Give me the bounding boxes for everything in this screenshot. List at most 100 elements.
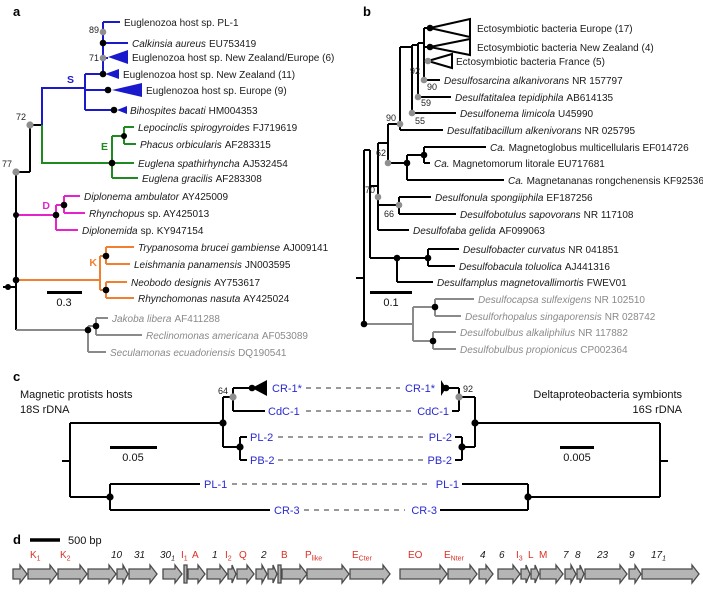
- gene-label: K2: [60, 550, 71, 563]
- taxon-label: Diplonema ambulator AY425009: [84, 192, 228, 203]
- clade-triangle-ecto-france: [424, 52, 453, 70]
- gene-arrow: [399, 563, 448, 585]
- bootstrap-value: 71: [89, 53, 99, 63]
- symbiont-taxon-label: PL-1: [436, 479, 459, 491]
- gene-arrow: [12, 563, 28, 585]
- bootstrap-value: 89: [89, 25, 99, 35]
- taxon-label: Ectosymbiotic bacteria New Zealand (4): [477, 43, 654, 54]
- taxon-label: Desulfobacula toluolica AJ441316: [459, 262, 610, 273]
- clade-e-branches: [41, 125, 138, 179]
- host-symbiont-links: [232, 387, 429, 511]
- host-taxon-label: CdC-1: [268, 406, 300, 418]
- gene-arrow: [349, 563, 391, 585]
- bootstrap-value: 92: [463, 384, 473, 394]
- taxon-label: Desulfofaba gelida AF099063: [413, 226, 545, 237]
- clade-letter-s: S: [67, 74, 74, 86]
- taxon-label: Lepocinclis spirogyroides FJ719619: [138, 123, 298, 134]
- gene-arrow: [206, 563, 228, 585]
- gene-arrow: [57, 563, 88, 585]
- clade-triangle-nz-europe: [108, 50, 128, 64]
- symbiont-taxon-label: CdC-1: [417, 406, 449, 418]
- clade-k-branches: [16, 246, 134, 299]
- bootstrap-value: 72: [16, 112, 26, 122]
- taxon-label: Ectosymbiotic bacteria Europe (17): [477, 24, 633, 35]
- gene-label: 7: [563, 550, 569, 561]
- clade-letter-k: K: [89, 257, 97, 269]
- gene-arrow: [27, 563, 58, 585]
- taxon-labels-a: Euglenozoa host sp. PL-1 Calkinsia aureu…: [82, 18, 334, 359]
- gene-arrow: [183, 564, 188, 584]
- taxon-label: Ca. Magnetomorum litorale EU717681: [434, 159, 605, 170]
- taxon-label: Jakoba libera AF411288: [111, 314, 220, 325]
- bootstrap-value: 92: [410, 66, 420, 76]
- scale-label-b: 0.1: [383, 297, 398, 309]
- bootstrap-value: 70: [365, 185, 375, 195]
- taxon-label: Ectosymbiotic bacteria France (5): [456, 57, 605, 68]
- gene-label: B: [281, 550, 288, 561]
- gene-label: 8: [575, 550, 581, 561]
- gene-arrow: [576, 564, 585, 584]
- host-cr1-triangle: [252, 380, 267, 396]
- scale-label-c-left: 0.05: [122, 452, 143, 464]
- taxon-label: Desulfamplus magnetovallimortis FWEV01: [437, 278, 627, 289]
- taxon-label: Trypanosoma brucei gambiense AJ009141: [138, 243, 329, 254]
- gene-arrow: [520, 564, 531, 584]
- panel-c: c Magnetic protists hosts 18S rDNA Delta…: [13, 369, 683, 517]
- taxon-label: Desulfatitalea tepidiphila AB614135: [455, 93, 614, 104]
- gene-label: 4: [480, 550, 486, 561]
- node-dots-a: [5, 28, 127, 334]
- clade-triangle-ecto-europe: [429, 17, 471, 39]
- gene-arrow: [281, 563, 308, 585]
- gene-label: A: [192, 550, 199, 561]
- gene-label: Q: [239, 550, 247, 561]
- panel-b-outgroup-branches: [364, 298, 474, 350]
- taxon-label: Desulfonula spongiiphila EF187256: [435, 193, 593, 204]
- taxon-label: Desulfosarcina alkanivorans NR 157797: [444, 76, 623, 87]
- panel-b: b 92 90 59 55 90 62 70 66 Ectosymbioti: [356, 4, 703, 356]
- taxon-label: Euglenozoa host sp. New Zealand/Europe (…: [132, 53, 334, 64]
- gene-arrow: [236, 563, 255, 585]
- taxon-label: Neobodo designis AY753617: [131, 278, 260, 289]
- host-taxon-label: CR-1*: [272, 383, 303, 395]
- clade-letter-e: E: [101, 141, 108, 153]
- bootstrap-value: 77: [2, 159, 12, 169]
- host-taxon-label: CR-3: [274, 505, 300, 517]
- bootstrap-value: 62: [376, 148, 386, 158]
- gene-label: 23: [596, 550, 609, 561]
- taxon-label: Desulforhopalus singaporensis NR 028742: [465, 312, 656, 323]
- taxon-labels-b: Ectosymbiotic bacteria Europe (17) Ectos…: [413, 24, 703, 356]
- taxon-label: Ca. Magnetananas rongchenensis KF925363: [508, 176, 703, 187]
- host-taxon-label: PB-2: [250, 455, 274, 467]
- taxon-label: Bihospites bacati HM004353: [130, 106, 258, 117]
- gene-label: EO: [408, 550, 423, 561]
- gene-arrow: [116, 562, 129, 586]
- panel-c-letter: c: [13, 369, 20, 384]
- gene-arrow: [530, 564, 540, 584]
- panel-a-letter: a: [13, 4, 21, 19]
- taxon-label: Euglena gracilis AF283308: [142, 174, 262, 185]
- scale-bar-c-left: [110, 446, 157, 449]
- symbiont-tree-subtitle: 16S rDNA: [632, 404, 682, 416]
- host-taxon-labels: CR-1* CdC-1 PL-2 PB-2 PL-1 CR-3: [204, 383, 303, 517]
- gene-label: I1: [181, 550, 188, 563]
- taxon-label: Leishmania panamensis JN003595: [134, 260, 291, 271]
- bootstrap-value: 55: [415, 116, 425, 126]
- clade-triangle-ecto-new-zealand: [429, 37, 471, 57]
- gene-arrow: [478, 563, 494, 585]
- gene-arrow: [87, 563, 117, 585]
- gene-arrow: [227, 564, 237, 584]
- symbiont-tree-title: Deltaproteobacteria symbionts: [533, 389, 682, 401]
- gene-label: I2: [225, 550, 232, 563]
- gene-label: K1: [30, 550, 41, 563]
- taxon-label: Euglena spathirhyncha AJ532454: [138, 159, 288, 170]
- taxon-label: Reclinomonas americana AF053089: [146, 331, 308, 342]
- taxon-label: Euglenozoa host sp. New Zealand (11): [123, 70, 295, 81]
- taxon-label: Diplonemida sp. KY947154: [82, 226, 204, 237]
- gene-label: ENter: [444, 550, 465, 563]
- taxon-label: Seculamonas ecuadoriensis DQ190541: [110, 348, 287, 359]
- clade-triangle-europe: [112, 83, 142, 97]
- symbiont-taxon-label: CR-1*: [405, 383, 436, 395]
- symbiont-taxon-labels: CR-1* CdC-1 PL-2 PB-2 PL-1 CR-3: [405, 383, 459, 517]
- gene-label: Plike: [305, 550, 322, 563]
